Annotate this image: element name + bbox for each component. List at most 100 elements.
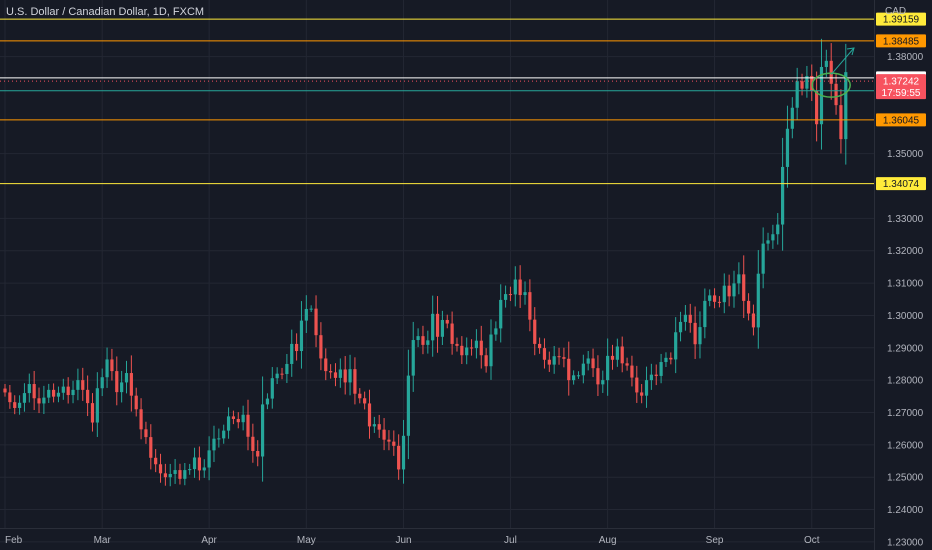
candle-body <box>178 470 182 479</box>
candle-body <box>110 359 114 372</box>
candle-body <box>469 347 474 349</box>
y-tick-label: 1.25000 <box>887 473 924 484</box>
candle-body <box>256 451 260 457</box>
y-tick-label: 1.31000 <box>887 279 924 290</box>
candle-body <box>270 378 274 399</box>
candle-body <box>479 340 483 356</box>
y-tick-label: 1.35000 <box>887 149 924 160</box>
x-tick-label: Feb <box>5 535 23 546</box>
candle-body <box>275 373 279 379</box>
candle-body <box>800 81 804 89</box>
candle-body <box>557 356 561 358</box>
candle-body <box>712 295 717 302</box>
candle-body <box>139 409 143 430</box>
candle-body <box>484 355 488 367</box>
candle-body <box>678 321 683 333</box>
candle-body <box>533 319 537 344</box>
candle-body <box>66 386 70 396</box>
candle-body <box>586 358 590 364</box>
y-tick-label: 1.33000 <box>887 214 924 225</box>
candle-body <box>86 389 90 404</box>
candle-body <box>134 395 138 410</box>
candle-body <box>246 414 250 437</box>
candle-body <box>494 328 498 335</box>
candle-body <box>630 365 634 378</box>
candle-body <box>22 393 27 403</box>
x-tick-label: Oct <box>804 535 820 546</box>
candle-body <box>338 369 342 378</box>
candle-body <box>299 320 304 352</box>
candle-body <box>635 377 639 393</box>
candle-body <box>824 60 828 67</box>
x-tick-label: Mar <box>94 535 112 546</box>
x-tick-label: Jul <box>504 535 517 546</box>
candle-body <box>314 308 318 336</box>
y-tick-label: 1.23000 <box>887 537 924 548</box>
candle-body <box>499 299 503 329</box>
candle-body <box>746 300 751 314</box>
candle-body <box>683 314 687 322</box>
level-tag <box>876 177 926 191</box>
arrow-drawing[interactable] <box>830 47 855 75</box>
candle-body <box>465 347 469 356</box>
currency-label: CAD <box>885 6 907 17</box>
candle-body <box>52 389 56 397</box>
candle-body <box>732 283 736 297</box>
x-tick-label: Sep <box>706 535 724 546</box>
candle-body <box>319 335 323 359</box>
candle-body <box>693 322 697 345</box>
candle-body <box>460 345 464 356</box>
candle-body <box>382 429 386 440</box>
candle-body <box>173 470 177 474</box>
candle-body <box>265 398 270 405</box>
candle-body <box>120 382 124 393</box>
candle-body <box>397 445 401 470</box>
candle-body <box>688 314 692 323</box>
candle-body <box>411 340 415 376</box>
candle-body <box>717 301 722 303</box>
candle-body <box>367 403 372 427</box>
candle-body <box>435 313 440 337</box>
candle-body <box>329 371 333 373</box>
candle-body <box>644 380 649 396</box>
candle-body <box>606 355 610 381</box>
candle-body <box>154 457 158 465</box>
candle-body <box>100 377 104 389</box>
candle-body <box>489 334 493 367</box>
candle-body <box>620 346 624 364</box>
candle-body <box>640 392 644 396</box>
candle-body <box>654 374 658 376</box>
candle-body <box>610 355 615 360</box>
level-tag <box>876 12 926 26</box>
candle-body <box>149 437 153 458</box>
candle-body <box>363 398 367 404</box>
candle-body <box>32 384 36 399</box>
candle-body <box>124 373 129 383</box>
candle-body <box>27 384 31 394</box>
candle-body <box>659 362 663 376</box>
candle-body <box>241 414 245 423</box>
candle-body <box>251 436 255 451</box>
ellipse-drawing[interactable] <box>811 72 851 98</box>
candle-body <box>212 438 216 451</box>
candle-body <box>372 424 376 427</box>
y-tick-label: 1.27000 <box>887 408 924 419</box>
candle-body <box>737 274 741 284</box>
candle-body <box>513 279 517 295</box>
candle-body <box>829 60 833 84</box>
candle-body <box>188 469 192 471</box>
candle-body <box>17 402 22 408</box>
candle-body <box>839 105 843 140</box>
candle-body <box>144 429 148 438</box>
candle-body <box>95 388 99 423</box>
candle-body <box>518 279 522 296</box>
candle-body <box>581 363 585 376</box>
candle-body <box>47 389 51 398</box>
candle-body <box>766 240 770 244</box>
candle-body <box>13 402 17 408</box>
candle-body <box>406 375 410 436</box>
candle-body <box>387 439 391 442</box>
candle-body <box>197 457 201 471</box>
level-tag-label: 1.36045 <box>883 115 920 126</box>
